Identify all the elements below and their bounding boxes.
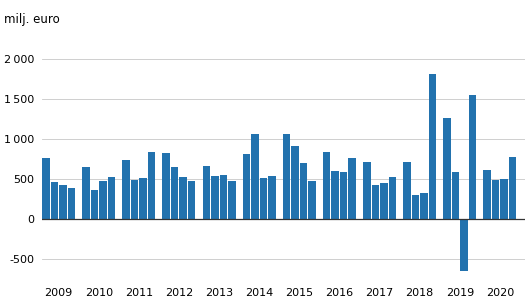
Bar xyxy=(403,162,411,219)
Bar xyxy=(308,182,316,219)
Bar xyxy=(469,95,476,219)
Bar xyxy=(452,172,459,219)
Bar xyxy=(371,185,379,219)
Bar xyxy=(443,118,451,219)
Bar xyxy=(340,172,348,219)
Bar xyxy=(268,175,276,219)
Bar xyxy=(484,169,491,219)
Bar xyxy=(148,152,156,219)
Bar xyxy=(139,178,147,219)
Bar xyxy=(68,188,75,219)
Bar xyxy=(228,182,235,219)
Bar xyxy=(203,166,210,219)
Bar xyxy=(412,195,419,219)
Text: milj. euro: milj. euro xyxy=(4,13,59,26)
Bar xyxy=(420,193,427,219)
Bar xyxy=(42,158,50,219)
Bar xyxy=(220,175,227,219)
Bar xyxy=(380,183,388,219)
Bar xyxy=(251,134,259,219)
Bar xyxy=(260,178,267,219)
Bar xyxy=(332,171,339,219)
Bar xyxy=(500,179,508,219)
Bar xyxy=(99,182,107,219)
Bar xyxy=(243,154,250,219)
Bar xyxy=(323,152,331,219)
Bar xyxy=(283,134,290,219)
Bar xyxy=(211,175,218,219)
Bar xyxy=(291,146,299,219)
Bar xyxy=(131,180,138,219)
Bar xyxy=(389,177,396,219)
Bar xyxy=(509,157,516,219)
Bar xyxy=(179,177,187,219)
Bar xyxy=(300,163,307,219)
Bar xyxy=(349,158,356,219)
Bar xyxy=(171,167,178,219)
Bar xyxy=(59,185,67,219)
Bar xyxy=(428,74,436,219)
Bar xyxy=(460,219,468,271)
Bar xyxy=(108,177,115,219)
Bar xyxy=(51,182,58,219)
Bar xyxy=(90,190,98,219)
Bar xyxy=(363,162,370,219)
Bar xyxy=(162,153,170,219)
Bar xyxy=(188,181,195,219)
Bar xyxy=(82,167,90,219)
Bar xyxy=(492,180,499,219)
Bar xyxy=(122,160,130,219)
